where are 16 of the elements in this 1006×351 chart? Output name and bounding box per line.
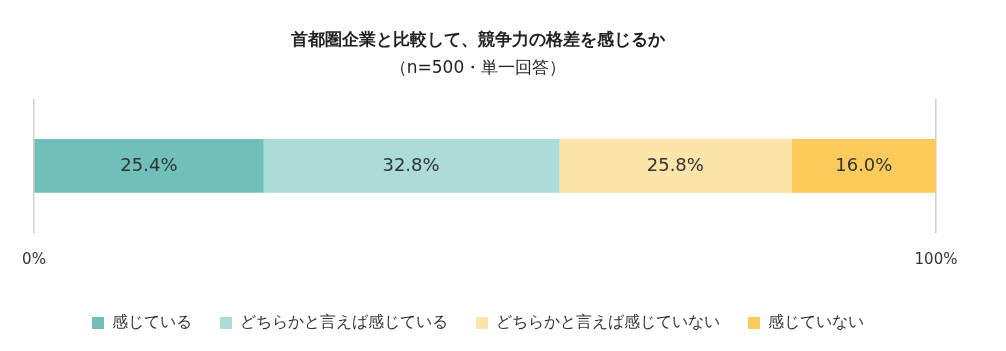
data-label: 16.0% [835, 153, 893, 175]
legend-label: どちらかと言えば感じていない [496, 312, 720, 332]
data-label: 25.8% [646, 153, 704, 175]
chart-title: 首都圏企業と比較して、競争力の格差を感じるか [290, 28, 666, 49]
chart-subtitle: （n=500・単一回答） [389, 57, 567, 78]
legend-label: どちらかと言えば感じている [240, 312, 448, 332]
x-tick-label: 0% [22, 249, 46, 268]
bar [262, 139, 560, 193]
x-tick-label: 100% [914, 249, 958, 268]
data-label: 32.8% [382, 153, 440, 175]
bar [34, 139, 264, 193]
legend-label: 感じていない [768, 312, 864, 332]
bar [558, 139, 793, 193]
legend-label: 感じている [112, 312, 192, 332]
data-label: 25.4% [120, 153, 178, 175]
bar [791, 139, 936, 193]
